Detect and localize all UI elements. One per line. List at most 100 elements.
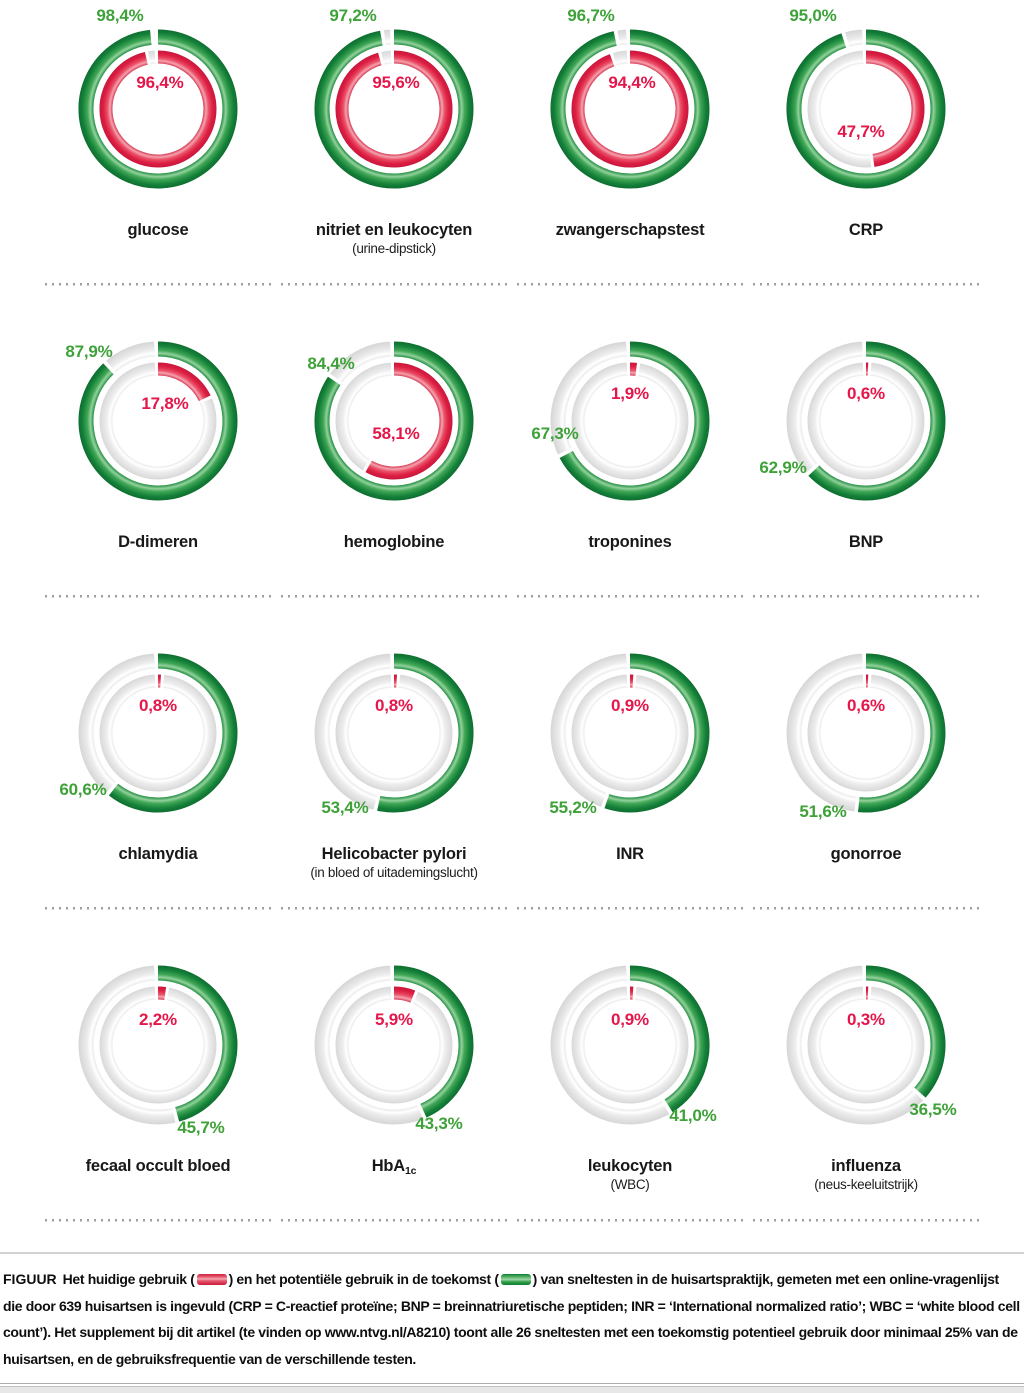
current-use-value: 0,9% <box>611 696 649 715</box>
test-name-label: zwangerschapstest <box>555 221 705 239</box>
row-separator <box>0 1218 1024 1222</box>
donut-chart: 97,2% 95,6% <box>289 4 499 214</box>
test-name-sublabel: (in bloed of uitademingslucht) <box>310 865 478 880</box>
current-use-value: 0,9% <box>611 1010 649 1029</box>
caption-text-part3: ) van sneltesten in de huisartspraktijk,… <box>3 1271 1020 1367</box>
test-name-subscript: 1c <box>405 1165 417 1177</box>
dotted-divider <box>753 1218 979 1222</box>
current-use-value: 5,9% <box>375 1010 413 1029</box>
dotted-divider <box>517 906 743 910</box>
potential-use-value: 98,4% <box>96 6 144 25</box>
chart-row: 45,7% 2,2% fecaal occult bloed 43,3% 5,9% HbA… <box>0 940 1024 1210</box>
donut-chart-cell: 55,2% 0,9% INR <box>512 628 748 898</box>
donut-chart: 87,9% 17,8% <box>53 316 263 526</box>
test-name-label: fecaal occult bloed <box>85 1157 231 1175</box>
donut-chart-cell: 53,4% 0,8% Helicobacter pylori (in bloed of… <box>276 628 512 898</box>
donut-chart-cell: 62,9% 0,6% BNP <box>748 316 984 586</box>
test-name-label: BNP <box>848 533 884 551</box>
donut-chart-cell: 96,7% 94,4% zwangerschapstest <box>512 4 748 274</box>
test-name-sublabel: (neus-keeluitstrijk) <box>814 1177 918 1192</box>
test-name-label: chlamydia <box>118 845 198 863</box>
donut-rings <box>78 964 238 1125</box>
current-use-value: 1,9% <box>611 384 649 403</box>
dotted-divider <box>753 594 979 598</box>
caption-text-part2: ) en het potentiële gebruik in de toekom… <box>228 1271 499 1287</box>
test-name-label: troponines <box>588 533 672 551</box>
donut-chart: 67,3% 1,9% <box>525 316 735 526</box>
current-use-value: 0,8% <box>375 696 413 715</box>
test-name-label: nitriet en leukocyten <box>315 221 473 239</box>
test-name-label: leukocyten <box>587 1157 673 1175</box>
current-use-value: 2,2% <box>139 1010 177 1029</box>
donut-chart-cell: 87,9% 17,8% D-dimeren <box>40 316 276 586</box>
figure-caption: FIGUUR Het huidige gebruik () en het pote… <box>0 1252 1024 1384</box>
chart-row: 98,4% 96,4% glucose 97,2% 95,6% nitriet en le… <box>0 4 1024 274</box>
donut-chart: 36,5% 0,3% <box>761 940 971 1150</box>
potential-use-value: 53,4% <box>321 798 369 817</box>
potential-use-value: 67,3% <box>531 424 579 443</box>
test-name-label: hemoglobine <box>343 533 445 551</box>
test-name-label: HbA1c <box>371 1157 417 1177</box>
current-use-value: 94,4% <box>608 73 656 92</box>
current-use-value: 17,8% <box>141 394 189 413</box>
row-separator <box>0 594 1024 598</box>
caption-text-part1: Het huidige gebruik ( <box>62 1271 195 1287</box>
donut-chart: 95,0% 47,7% <box>761 4 971 214</box>
potential-use-value: 84,4% <box>307 354 355 373</box>
potential-use-value: 95,0% <box>789 6 837 25</box>
current-use-value: 0,3% <box>847 1010 885 1029</box>
potential-use-value: 51,6% <box>799 802 847 821</box>
legend-swatch-current-use <box>196 1274 227 1285</box>
donut-chart-cell: 67,3% 1,9% troponines <box>512 316 748 586</box>
chart-row: 87,9% 17,8% D-dimeren 84,4% 58,1% hemoglobine… <box>0 316 1024 586</box>
potential-use-value: 45,7% <box>177 1118 225 1137</box>
current-use-value: 95,6% <box>372 73 420 92</box>
dotted-divider <box>753 906 979 910</box>
current-use-value: 0,6% <box>847 696 885 715</box>
donut-chart: 45,7% 2,2% <box>53 940 263 1150</box>
current-use-value: 96,4% <box>136 73 184 92</box>
donut-chart: 98,4% 96,4% <box>53 4 263 214</box>
donut-rings <box>78 28 238 189</box>
donut-chart-cell: 51,6% 0,6% gonorroe <box>748 628 984 898</box>
donut-rings <box>786 964 946 1125</box>
test-name-label: CRP <box>848 221 884 239</box>
legend-swatch-potential-use <box>500 1274 531 1285</box>
dotted-divider <box>45 282 271 286</box>
dotted-divider <box>753 282 979 286</box>
donut-chart: 62,9% 0,6% <box>759 316 971 526</box>
dotted-divider <box>45 594 271 598</box>
potential-use-value: 96,7% <box>567 6 615 25</box>
test-name-sublabel: (urine-dipstick) <box>352 241 436 256</box>
test-name-label: gonorroe <box>830 845 902 863</box>
donut-chart: 43,3% 5,9% <box>289 940 499 1150</box>
donut-chart-cell: 36,5% 0,3% influenza (neus-keeluitstrijk) <box>748 940 984 1210</box>
chart-row: 60,6% 0,8% chlamydia 53,4% 0,8% Helicobacter … <box>0 628 1024 898</box>
donut-rings <box>550 652 710 813</box>
donut-rings <box>314 964 474 1125</box>
donut-chart: 51,6% 0,6% <box>761 628 971 838</box>
row-separator <box>0 282 1024 286</box>
donut-chart-cell: 98,4% 96,4% glucose <box>40 4 276 274</box>
donut-rings <box>314 28 474 189</box>
donut-rings <box>550 964 710 1125</box>
potential-use-value: 36,5% <box>909 1100 957 1119</box>
donut-chart-cell: 60,6% 0,8% chlamydia <box>40 628 276 898</box>
dotted-divider <box>281 1218 507 1222</box>
donut-rings <box>78 652 238 813</box>
donut-rings <box>550 28 710 189</box>
donut-rings <box>314 652 474 813</box>
potential-use-value: 60,6% <box>59 780 107 799</box>
donut-chart-cell: 45,7% 2,2% fecaal occult bloed <box>40 940 276 1210</box>
dotted-divider <box>281 594 507 598</box>
current-use-value: 47,7% <box>837 122 885 141</box>
donut-chart-cell: 95,0% 47,7% CRP <box>748 4 984 274</box>
potential-use-value: 55,2% <box>549 798 597 817</box>
dotted-divider <box>281 282 507 286</box>
donut-chart: 96,7% 94,4% <box>525 4 735 214</box>
donut-rings <box>314 340 474 501</box>
donut-rings <box>78 340 238 501</box>
potential-use-value: 62,9% <box>759 458 807 477</box>
donut-chart-cell: 84,4% 58,1% hemoglobine <box>276 316 512 586</box>
donut-rings <box>786 340 946 501</box>
